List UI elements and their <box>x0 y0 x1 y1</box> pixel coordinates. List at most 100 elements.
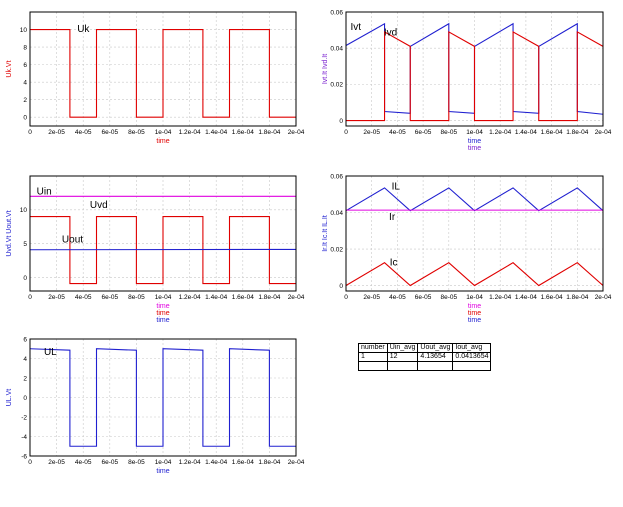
curve-label: Ivd <box>384 28 397 39</box>
y-tick-label: -4 <box>21 434 27 441</box>
x-tick-label: 2e-05 <box>48 459 65 466</box>
x-axis-label: time <box>468 138 481 145</box>
x-tick-label: 1.8e-04 <box>566 129 588 136</box>
x-tick-label: 2e-05 <box>363 129 380 136</box>
x-axis-label: time <box>156 317 169 324</box>
x-tick-label: 6e-05 <box>101 129 118 136</box>
table-row: 1 12 4.13654 0.0413654 <box>358 352 492 362</box>
y-tick-label: -2 <box>21 414 27 421</box>
table-cell: 1 <box>358 352 388 362</box>
column-header: Uout_avg <box>417 343 454 353</box>
y-tick-label: 0 <box>23 115 27 122</box>
plot-frame <box>29 175 297 292</box>
y-tick-label: -6 <box>21 453 27 460</box>
x-tick-label: 1.4e-04 <box>205 294 227 301</box>
x-tick-label: 0 <box>28 459 32 466</box>
y-axis-label: UL.Vt <box>6 389 13 407</box>
y-tick-label: 10 <box>20 27 28 34</box>
table-cell <box>417 361 454 371</box>
x-tick-label: 1e-04 <box>466 129 483 136</box>
series-line <box>30 28 296 118</box>
column-header: Uin_avg <box>386 343 419 353</box>
x-tick-label: 1e-04 <box>155 129 172 136</box>
x-tick-label: 1.2e-04 <box>489 129 511 136</box>
y-tick-label: 0 <box>339 118 343 125</box>
x-tick-label: 8e-05 <box>440 129 457 136</box>
x-tick-label: 1e-04 <box>155 294 172 301</box>
y-axis-label: Uk.Vt <box>6 60 13 77</box>
y-tick-label: 4 <box>23 79 27 86</box>
x-tick-label: 1.4e-04 <box>205 459 227 466</box>
x-axis-label: time <box>156 468 169 475</box>
x-tick-label: 8e-05 <box>128 459 145 466</box>
x-tick-label: 2e-04 <box>288 129 305 136</box>
curve-label: IL <box>392 182 401 193</box>
x-axis-label: time <box>156 138 169 145</box>
y-tick-label: 8 <box>23 44 27 51</box>
x-tick-label: 1.6e-04 <box>541 129 563 136</box>
y-tick-label: 0 <box>23 275 27 282</box>
y-tick-label: 0.02 <box>330 82 343 89</box>
y-axis-label: Ivt.It Ivd.It <box>322 54 329 84</box>
curve-label: Ivt <box>350 22 361 33</box>
x-tick-label: 6e-05 <box>415 129 432 136</box>
x-tick-label: 1.6e-04 <box>232 294 254 301</box>
x-tick-label: 4e-05 <box>389 129 406 136</box>
chart-panel: 0 2e-05 4e-05 6e-05 8e-05 1e-04 1.2e-04 1.4e-04… <box>6 175 305 324</box>
x-tick-label: 2e-04 <box>288 294 305 301</box>
y-tick-label: 6 <box>23 62 27 69</box>
x-tick-label: 4e-05 <box>75 294 92 301</box>
x-tick-label: 2e-05 <box>48 129 65 136</box>
y-axis-label: Uvd.Vt Uout.Vt <box>6 210 13 256</box>
column-header: Iout_avg <box>452 343 492 353</box>
curve-label: Uvd <box>90 200 108 211</box>
x-tick-label: 2e-05 <box>363 294 380 301</box>
plot-frame <box>345 11 604 127</box>
x-tick-label: 2e-05 <box>48 294 65 301</box>
y-tick-label: 0.02 <box>330 246 343 253</box>
table-cell <box>386 361 419 371</box>
y-tick-label: 0 <box>339 283 343 290</box>
y-tick-label: 0 <box>23 395 27 402</box>
chart-panel: 0 2e-05 4e-05 6e-05 8e-05 1e-04 1.2e-04 1.4e-04… <box>6 11 305 145</box>
x-tick-label: 4e-05 <box>75 129 92 136</box>
x-tick-label: 1.4e-04 <box>515 129 537 136</box>
x-tick-label: 0 <box>344 294 348 301</box>
x-tick-label: 8e-05 <box>128 129 145 136</box>
y-tick-label: 0.06 <box>330 173 343 180</box>
plot-frame <box>29 11 297 127</box>
y-tick-label: 10 <box>20 207 28 214</box>
x-tick-label: 1.6e-04 <box>232 129 254 136</box>
x-tick-label: 6e-05 <box>415 294 432 301</box>
x-tick-label: 0 <box>28 294 32 301</box>
y-tick-label: 2 <box>23 97 27 104</box>
x-tick-label: 1.6e-04 <box>541 294 563 301</box>
y-tick-label: 2 <box>23 375 27 382</box>
series-line <box>345 262 604 287</box>
x-tick-label: 1.8e-04 <box>566 294 588 301</box>
x-tick-label: 1.8e-04 <box>258 459 280 466</box>
x-tick-label: 1.2e-04 <box>179 129 201 136</box>
x-tick-label: 8e-05 <box>128 294 145 301</box>
x-tick-label: 0 <box>344 129 348 136</box>
x-tick-label: 6e-05 <box>101 459 118 466</box>
curve-label: Uin <box>37 186 52 197</box>
x-axis-label: time <box>468 310 481 317</box>
curve-label: Uk <box>77 24 90 35</box>
x-tick-label: 1.2e-04 <box>179 459 201 466</box>
y-tick-label: 0.04 <box>330 210 343 217</box>
series-line <box>346 30 604 122</box>
x-tick-label: 2e-04 <box>288 459 305 466</box>
x-tick-label: 2e-04 <box>595 294 612 301</box>
x-tick-label: 2e-04 <box>595 129 612 136</box>
x-tick-label: 1.6e-04 <box>232 459 254 466</box>
x-tick-label: 1.2e-04 <box>179 294 201 301</box>
table-cell <box>358 361 388 371</box>
x-axis-label: time <box>156 303 169 310</box>
table-header-row: number Uin_avg Uout_avg Iout_avg <box>358 343 492 353</box>
plot-frame <box>29 338 297 457</box>
x-tick-label: 1e-04 <box>466 294 483 301</box>
series-line <box>29 348 296 447</box>
plot-frame <box>345 175 604 292</box>
